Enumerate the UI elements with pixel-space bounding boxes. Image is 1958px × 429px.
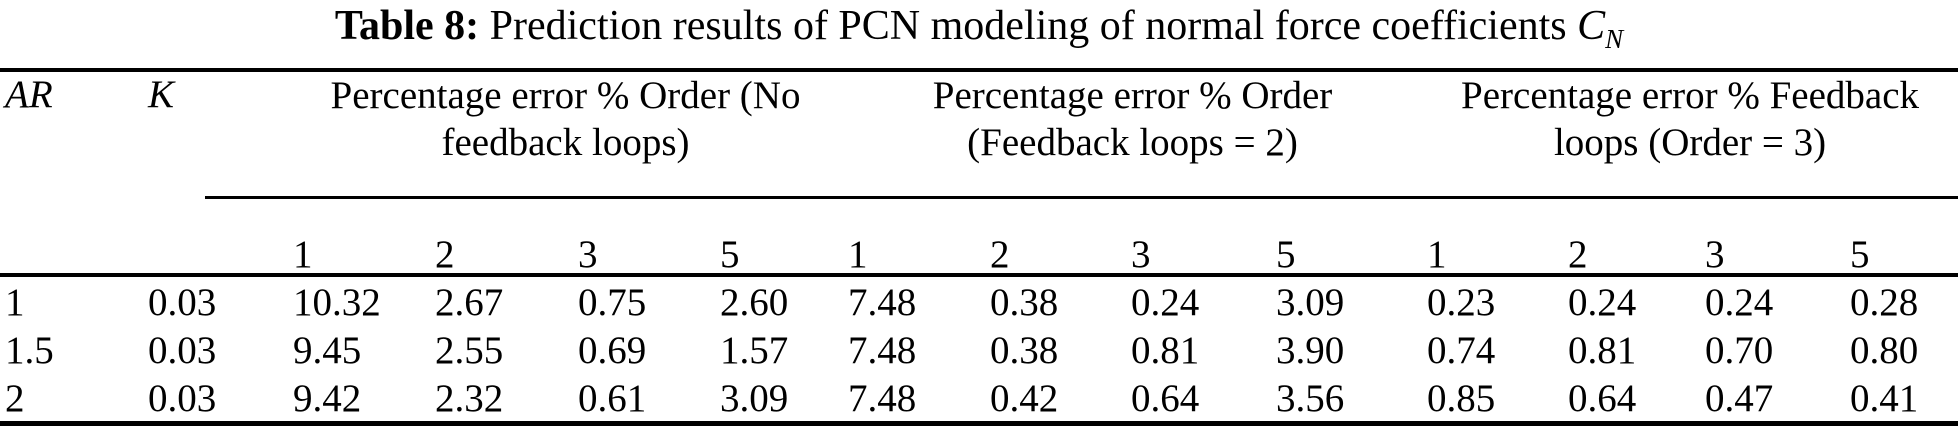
data-cell: 1.5 bbox=[5, 329, 54, 372]
subheader-cell: 2 bbox=[990, 233, 1010, 276]
data-cell: 7.48 bbox=[848, 377, 917, 420]
subheader-cell: 1 bbox=[293, 233, 313, 276]
data-cell: 0.42 bbox=[990, 377, 1059, 420]
data-cell: 0.69 bbox=[578, 329, 647, 372]
table-caption-label: Table 8: bbox=[334, 3, 480, 49]
data-cell: 9.42 bbox=[293, 377, 362, 420]
table-caption: Table 8: Prediction results of PCN model… bbox=[0, 0, 1958, 54]
data-cell: 2.32 bbox=[435, 377, 504, 420]
data-cell: 0.03 bbox=[148, 329, 217, 372]
data-cell: 0.24 bbox=[1705, 281, 1774, 324]
data-cell: 0.74 bbox=[1427, 329, 1496, 372]
rule-bottom bbox=[0, 421, 1958, 426]
subheader-cell: 5 bbox=[1850, 233, 1870, 276]
data-cell: 0.47 bbox=[1705, 377, 1774, 420]
col-header-ar: AR bbox=[5, 73, 53, 116]
table-row: 1 0.03 10.32 2.67 0.75 2.60 7.48 0.38 0.… bbox=[0, 277, 1958, 325]
data-cell: 0.81 bbox=[1568, 329, 1637, 372]
data-cell: 9.45 bbox=[293, 329, 362, 372]
subheader-cell: 5 bbox=[720, 233, 740, 276]
coefficient-subscript: N bbox=[1605, 24, 1624, 54]
col-header-k: K bbox=[148, 73, 175, 116]
data-cell: 0.03 bbox=[148, 377, 217, 420]
data-cell: 3.90 bbox=[1276, 329, 1345, 372]
subheader-empty bbox=[0, 196, 143, 277]
data-cell: 0.28 bbox=[1850, 281, 1919, 324]
data-cell: 3.09 bbox=[1276, 281, 1345, 324]
subheader-cell: 3 bbox=[1705, 233, 1725, 276]
data-cell: 0.70 bbox=[1705, 329, 1774, 372]
rule-top bbox=[0, 68, 1958, 72]
data-cell: 0.61 bbox=[578, 377, 647, 420]
results-table: AR K Percentage error % Order (No feedba… bbox=[0, 72, 1958, 421]
group-header-no-feedback: Percentage error % Order (No feedback lo… bbox=[330, 74, 801, 164]
data-cell: 0.85 bbox=[1427, 377, 1496, 420]
coefficient-symbol: C bbox=[1577, 3, 1606, 49]
table-caption-text: Prediction results of PCN modeling of no… bbox=[479, 3, 1578, 49]
data-cell: 2.60 bbox=[720, 281, 789, 324]
data-cell: 2 bbox=[5, 377, 25, 420]
data-cell: 0.64 bbox=[1568, 377, 1637, 420]
subheader-cell: 2 bbox=[435, 233, 455, 276]
table-row: 1.5 0.03 9.45 2.55 0.69 1.57 7.48 0.38 0… bbox=[0, 325, 1958, 373]
table-row: 2 0.03 9.42 2.32 0.61 3.09 7.48 0.42 0.6… bbox=[0, 373, 1958, 421]
data-cell: 0.38 bbox=[990, 329, 1059, 372]
data-cell: 7.48 bbox=[848, 329, 917, 372]
subheader-cell: 2 bbox=[1568, 233, 1588, 276]
data-cell: 3.56 bbox=[1276, 377, 1345, 420]
data-cell: 0.23 bbox=[1427, 281, 1496, 324]
rule-subheader-bottom bbox=[0, 273, 1958, 277]
data-cell: 7.48 bbox=[848, 281, 917, 324]
data-cell: 0.24 bbox=[1131, 281, 1200, 324]
subheader-cell: 3 bbox=[578, 233, 598, 276]
subheader-cell: 3 bbox=[1131, 233, 1151, 276]
data-cell: 0.80 bbox=[1850, 329, 1919, 372]
data-cell: 0.38 bbox=[990, 281, 1059, 324]
subheader-cell: 5 bbox=[1276, 233, 1296, 276]
data-cell: 1.57 bbox=[720, 329, 789, 372]
data-cell: 10.32 bbox=[293, 281, 381, 324]
rule-group-span bbox=[205, 196, 1958, 199]
data-cell: 0.41 bbox=[1850, 377, 1919, 420]
group-header-order-3: Percentage error % Feedback loops (Order… bbox=[1461, 74, 1920, 164]
data-cell: 0.75 bbox=[578, 281, 647, 324]
subheader-empty bbox=[143, 196, 288, 277]
subheader-row: 1 2 3 5 1 2 3 5 1 2 3 5 bbox=[0, 196, 1958, 277]
data-cell: 0.03 bbox=[148, 281, 217, 324]
group-header-feedback-2: Percentage error % Order (Feedback loops… bbox=[932, 74, 1333, 164]
data-cell: 1 bbox=[5, 281, 25, 324]
data-cell: 2.67 bbox=[435, 281, 504, 324]
data-cell: 2.55 bbox=[435, 329, 504, 372]
subheader-cell: 1 bbox=[1427, 233, 1447, 276]
header-row: AR K Percentage error % Order (No feedba… bbox=[0, 72, 1958, 196]
data-cell: 0.64 bbox=[1131, 377, 1200, 420]
subheader-cell: 1 bbox=[848, 233, 868, 276]
data-cell: 0.24 bbox=[1568, 281, 1637, 324]
data-cell: 3.09 bbox=[720, 377, 789, 420]
data-cell: 0.81 bbox=[1131, 329, 1200, 372]
